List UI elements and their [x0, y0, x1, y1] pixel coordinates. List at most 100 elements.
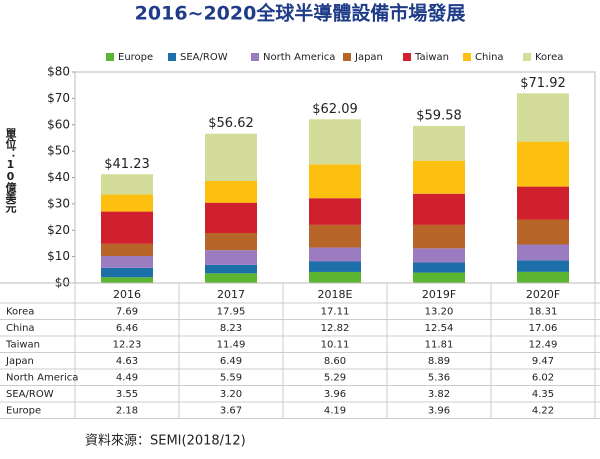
x-tick-label: 2017	[217, 288, 245, 301]
bar-segment	[309, 271, 361, 283]
chart-title: 2016~2020全球半導體設備市場發展	[135, 2, 466, 25]
total-label: $41.23	[104, 157, 150, 172]
total-label: $56.62	[208, 116, 254, 131]
legend-label: Europe	[118, 52, 153, 63]
table-cell: 8.60	[324, 356, 346, 367]
table-cell: 6.46	[116, 323, 138, 334]
table-cell: 12.54	[425, 323, 454, 334]
table-cell: 5.59	[220, 372, 242, 383]
row-label: North America	[6, 372, 78, 383]
legend-swatch	[106, 53, 114, 61]
y-tick-label: $30	[47, 196, 70, 210]
x-tick-label: 2016	[113, 288, 141, 301]
total-label: $59.58	[416, 108, 462, 123]
table-cell: 11.49	[217, 339, 246, 350]
bar-segment	[517, 271, 569, 283]
bar-segment	[309, 261, 361, 272]
bar-segment	[205, 264, 257, 274]
bar-segment	[517, 244, 569, 261]
bar-segment	[413, 248, 465, 263]
legend-label: Korea	[535, 52, 563, 63]
bar-segment	[517, 141, 569, 187]
bar-segment	[205, 250, 257, 265]
bar-segment	[101, 267, 153, 278]
legend-swatch	[523, 53, 531, 61]
table-cell: 10.11	[321, 339, 350, 350]
bar-segment	[309, 247, 361, 262]
row-label: Korea	[6, 306, 34, 317]
table-cell: 3.82	[428, 389, 450, 400]
bar-segment	[413, 224, 465, 249]
bar-segment	[517, 93, 569, 142]
legend-swatch	[403, 53, 411, 61]
row-label: Japan	[5, 356, 34, 367]
bar-segment	[517, 260, 569, 272]
bar-segment	[101, 256, 153, 268]
legend-label: North America	[263, 52, 335, 63]
table-cell: 12.23	[113, 339, 142, 350]
bar-segment	[413, 125, 465, 161]
table-cell: 8.89	[428, 356, 450, 367]
table-cell: 6.02	[532, 372, 554, 383]
table-cell: 4.35	[532, 389, 554, 400]
x-tick-label: 2020F	[526, 288, 560, 301]
bar-segment	[309, 164, 361, 199]
y-tick-label: $70	[47, 91, 70, 105]
legend-swatch	[168, 53, 176, 61]
bar-segment	[309, 119, 361, 165]
bar-segment	[101, 243, 153, 257]
legend-label: SEA/ROW	[180, 52, 228, 63]
row-label: China	[6, 323, 35, 334]
table-cell: 17.06	[529, 323, 558, 334]
bar-segment	[517, 219, 569, 245]
bar-segment	[205, 202, 257, 234]
bar-segment	[101, 277, 153, 283]
legend-label: Japan	[354, 52, 383, 63]
x-tick-label: 2018E	[318, 288, 353, 301]
table-cell: 4.19	[324, 405, 346, 416]
table-cell: 3.20	[220, 389, 242, 400]
bar-segment	[413, 262, 465, 273]
table-cell: 4.22	[532, 405, 554, 416]
bar-segment	[413, 272, 465, 283]
table-cell: 2.18	[116, 405, 138, 416]
table-cell: 7.69	[116, 306, 138, 317]
bar-segment	[205, 181, 257, 203]
table-cell: 6.49	[220, 356, 242, 367]
bar-segment	[309, 224, 361, 248]
table-cell: 5.36	[428, 372, 450, 383]
bar-segment	[205, 273, 257, 283]
y-axis-label: 單位：10億美元	[4, 128, 17, 212]
table-cell: 18.31	[529, 306, 558, 317]
table-cell: 3.96	[324, 389, 346, 400]
y-tick-label: $50	[47, 144, 70, 158]
total-label: $62.09	[312, 102, 358, 117]
table-cell: 11.81	[425, 339, 454, 350]
bar-segment	[101, 211, 153, 244]
total-label: $71.92	[520, 76, 566, 91]
table-cell: 3.55	[116, 389, 138, 400]
table-cell: 9.47	[532, 356, 554, 367]
bar-segment	[309, 198, 361, 225]
table-cell: 17.95	[217, 306, 246, 317]
y-tick-label: $20	[47, 223, 70, 237]
bar-segment	[205, 233, 257, 251]
bar-segment	[413, 193, 465, 225]
y-tick-label: $40	[47, 170, 70, 184]
table-cell: 17.11	[321, 306, 350, 317]
table-cell: 3.67	[220, 405, 242, 416]
legend-swatch	[343, 53, 351, 61]
row-label: Europe	[6, 405, 41, 416]
y-tick-label: $60	[47, 117, 70, 131]
row-label: Taiwan	[5, 339, 40, 350]
legend-swatch	[251, 53, 259, 61]
table-cell: 5.29	[324, 372, 346, 383]
row-label: SEA/ROW	[6, 389, 54, 400]
y-tick-label: $10	[47, 249, 70, 263]
bar-segment	[101, 174, 153, 195]
y-tick-label: $80	[47, 65, 70, 79]
table-cell: 3.96	[428, 405, 450, 416]
bar-segment	[205, 133, 257, 182]
